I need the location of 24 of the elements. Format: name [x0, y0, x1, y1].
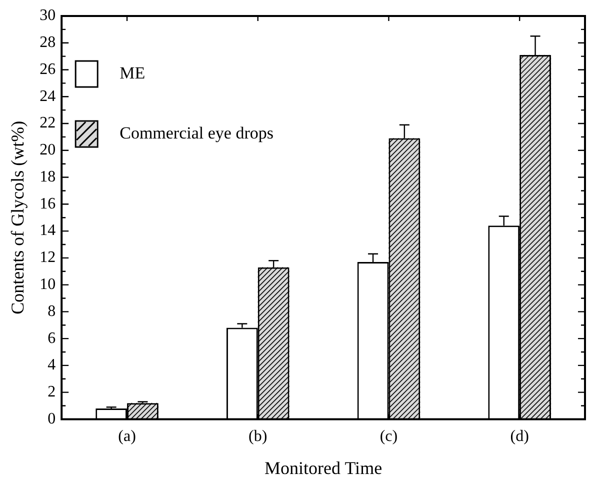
y-tick-label: 24 [40, 88, 56, 105]
y-tick-label: 6 [48, 330, 56, 347]
x-tick-label: (b) [248, 428, 268, 446]
y-tick-label: 16 [40, 195, 56, 212]
x-tick-label: (a) [118, 428, 136, 446]
y-tick-label: 30 [40, 7, 56, 24]
x-tick-label: (c) [380, 428, 398, 446]
legend-label: Commercial eye drops [120, 123, 274, 142]
x-axis-title: Monitored Time [264, 458, 382, 478]
y-tick-label: 2 [48, 384, 56, 401]
y-tick-label: 8 [48, 302, 56, 320]
y-tick-label: 0 [48, 410, 56, 428]
y-tick-label: 20 [40, 142, 56, 159]
y-tick-label: 18 [40, 168, 56, 186]
x-tick-label: (d) [510, 428, 529, 446]
y-tick-label: 10 [40, 276, 56, 294]
legend-label: ME [120, 63, 146, 82]
y-tick-label: 28 [40, 34, 56, 52]
y-tick-label: 14 [40, 222, 56, 240]
y-axis-title: Contents of Glycols (wt%) [8, 120, 28, 314]
y-tick-label: 12 [40, 249, 56, 266]
y-tick-label: 4 [48, 356, 56, 374]
y-tick-label: 26 [40, 60, 56, 78]
y-tick-label: 22 [40, 114, 56, 132]
